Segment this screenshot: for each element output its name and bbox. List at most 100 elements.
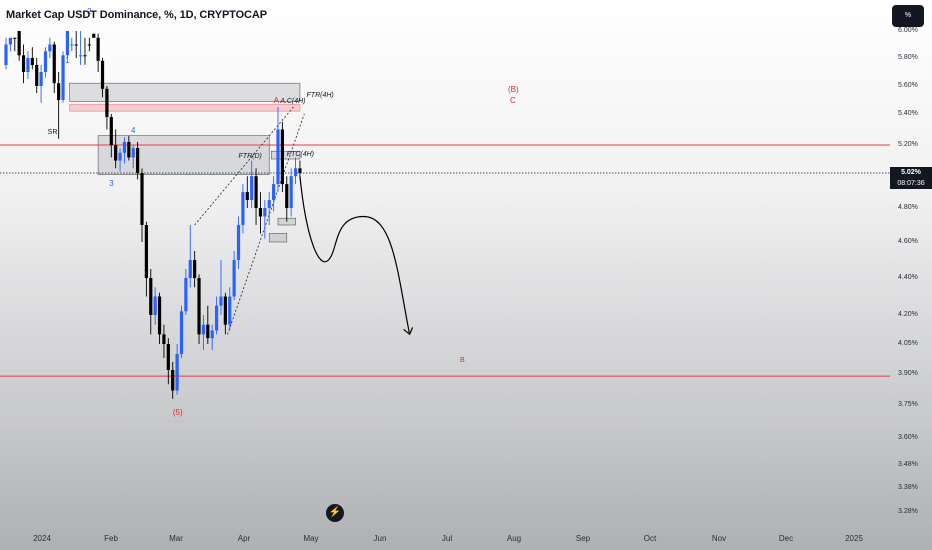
zone-rect [69,103,301,112]
price-tick: 5.60% [898,82,918,89]
zone-rect [97,135,270,175]
current-price-badge: 5.02% 08:07:36 [890,167,932,189]
candle-body [153,296,157,315]
candle-body [78,55,83,57]
candle-body [30,58,34,65]
candle-body [250,176,254,201]
candle-body [258,208,263,217]
candle-body [131,148,135,158]
label-b_paren: (B) [508,85,519,94]
projection-arrow-head [403,327,414,336]
candle-body [228,296,232,325]
price-tick: 5.40% [898,110,918,117]
price-tick: 3.90% [898,370,918,377]
price-tick: 6.00% [898,27,918,34]
label-ftrd: FTR(D) [239,153,262,160]
candle-body [39,72,43,86]
levels-layer [0,144,890,377]
candle-body [149,278,153,315]
candle-body [8,37,12,45]
zone-rect [271,150,301,160]
time-tick: 2025 [845,534,863,543]
wedge-line [227,113,305,335]
time-axis[interactable]: 2024 Feb Mar Apr May Jun Jul Aug Sep Oct Nov Dec 202… [0,528,890,550]
candle-body [83,55,87,57]
wedge-line [194,106,294,226]
candle-body [13,37,17,39]
candles-layer [4,31,302,399]
candle-body [293,168,298,177]
scale-percent-button[interactable]: % [892,5,924,27]
candle-body [201,324,206,335]
price-tick: 3.60% [898,434,918,441]
price-chart-plot[interactable]: 1 2 3 4 (5) SR A A.C(4H)FTR(4H) FTR(D) FTC(4H) (B)… [0,0,890,528]
chart-title: Market Cap USDT Dominance, %, 1D, CRYPTO… [6,9,267,21]
label-wave_3: 3 [109,179,114,188]
label-wave_4: 4 [131,126,136,135]
time-tick: Jun [373,534,387,543]
candle-body [96,37,100,61]
candle-body [210,330,214,339]
label-wave_2: 2 [87,7,92,16]
candle-body [236,225,241,260]
candle-body [206,324,210,339]
price-axis[interactable]: 6.00% 5.80% 5.60% 5.40% 5.20% 4.80% 4.60% 4.40%… [890,0,932,528]
candle-countdown: 08:07:36 [897,180,925,187]
candle-body [245,192,249,201]
price-tick: 3.28% [898,508,918,515]
projection-arrow-path [299,176,411,335]
chart-labels-layer: 1 2 3 4 (5) SR A A.C(4H)FTR(4H) FTR(D) FTC(4H) (B)… [48,7,519,417]
time-tick: Nov [711,534,727,543]
price-tick: 3.38% [898,484,918,491]
candle-body [118,152,122,161]
candle-body [48,44,52,52]
label-a: A [274,96,280,105]
label-b: B [460,357,465,364]
wedge-lines-layer [194,106,305,335]
candle-body [219,296,223,306]
candle-body [144,225,148,278]
candle-body [92,33,96,38]
candle-body [232,260,236,297]
candle-body [285,184,289,208]
candle-body [289,176,293,208]
time-tick: Sep [575,534,591,543]
candle-body [171,370,175,391]
candle-body [65,31,70,56]
candle-body [214,305,219,331]
label-ftc4h: FTC(4H) [287,151,314,158]
time-tick: Feb [104,534,118,543]
zones-layer [69,82,301,243]
candle-body [254,176,258,208]
candle-body [100,60,105,89]
candle-body [4,44,8,65]
candle-body [140,173,144,225]
candle-body [184,278,188,312]
time-tick: Mar [169,534,183,543]
time-tick: Oct [643,534,657,543]
price-tick: 3.48% [898,461,918,468]
zone-rect [268,233,288,243]
label-wave_1: 1 [65,56,70,65]
price-tick: 4.20% [898,311,918,318]
candle-body [136,148,140,173]
lightning-icon[interactable]: ⚡ [326,504,344,522]
candle-body [157,296,162,335]
candle-body [70,44,74,46]
candle-body [109,117,113,145]
time-tick: 2024 [33,534,51,543]
candle-body [87,44,91,46]
zone-rect [69,82,301,102]
candle-body [21,55,26,72]
candle-body [105,88,109,118]
candle-body [197,278,201,335]
label-ftr4h: FTR(4H) [307,92,334,99]
candle-body [52,44,56,84]
label-sr: SR [48,129,58,136]
price-tick: 4.80% [898,204,918,211]
candle-body [122,141,127,153]
time-tick: Jul [441,534,453,543]
candle-body [61,55,65,100]
candle-body [35,65,39,86]
